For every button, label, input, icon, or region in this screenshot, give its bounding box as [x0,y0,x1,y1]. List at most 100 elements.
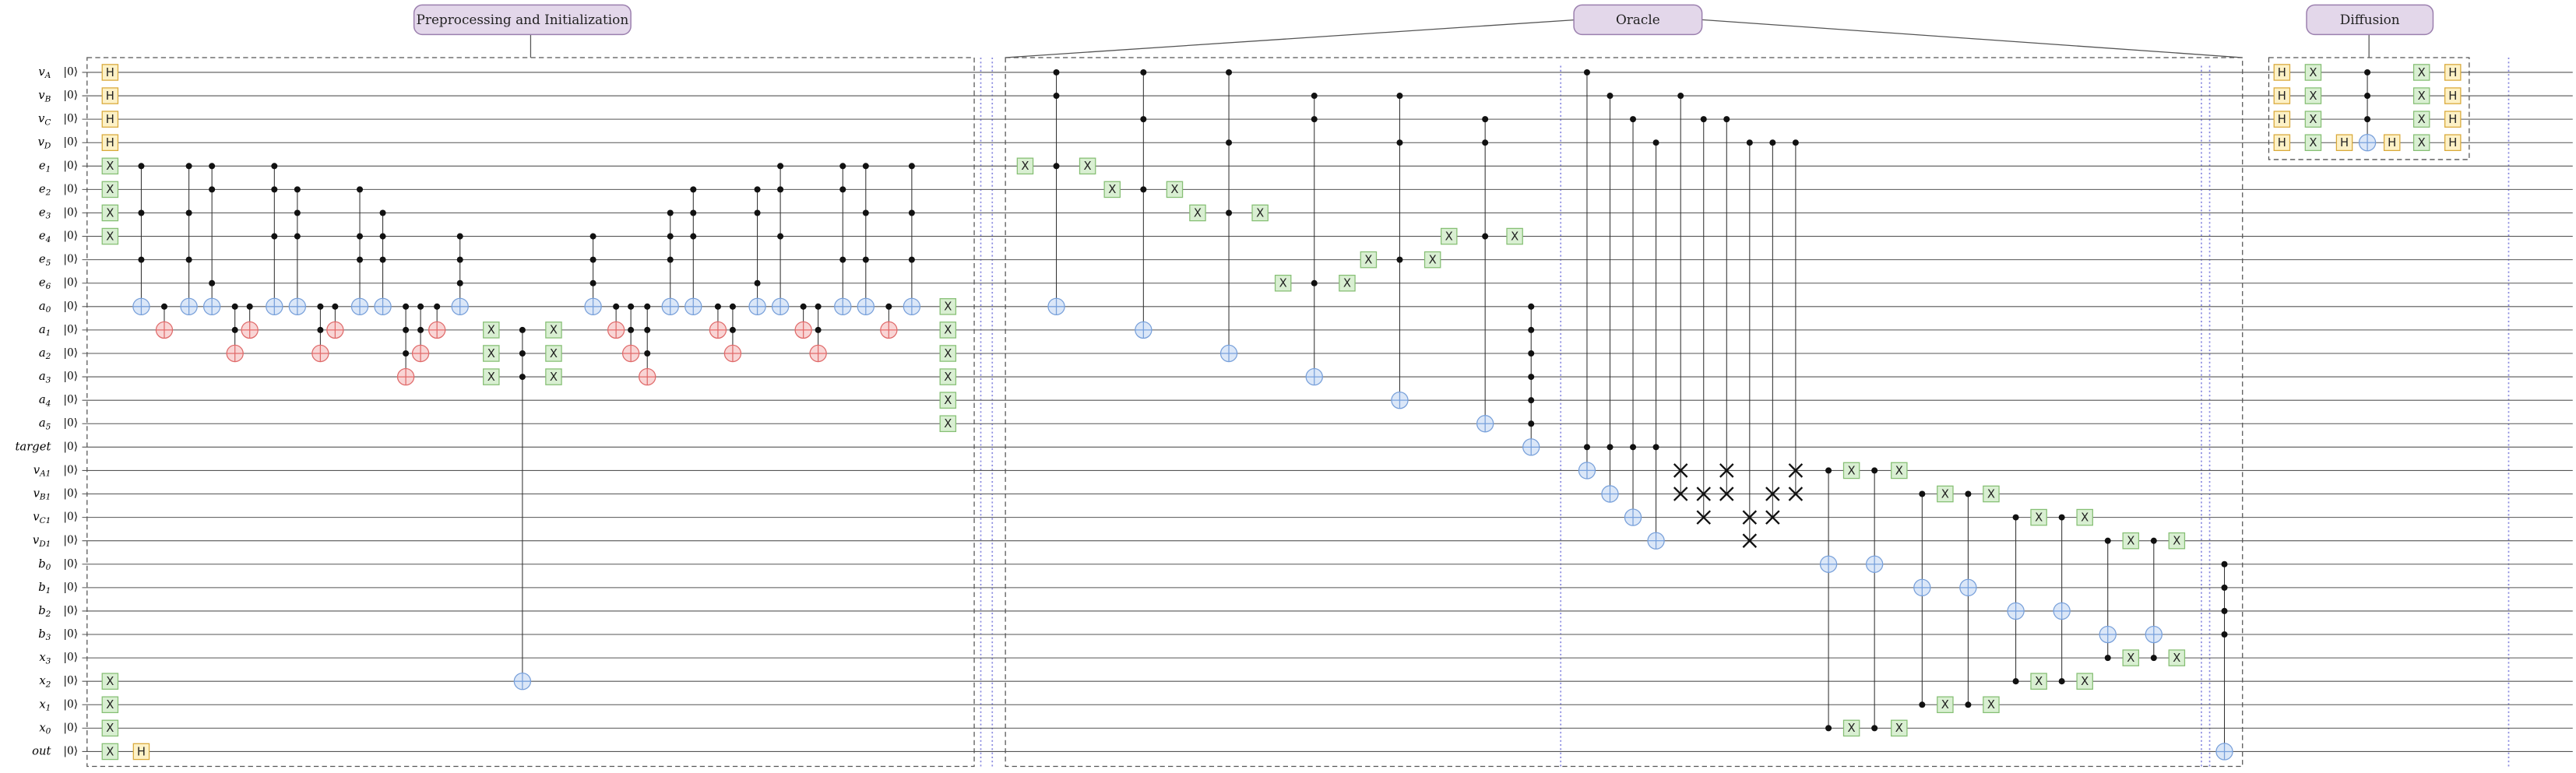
control-dot [1700,116,1707,123]
control-dot [1769,139,1776,146]
control-dot [777,233,784,240]
wire-name: a [39,346,46,360]
gate-label: H [2278,66,2286,79]
control-dot [209,163,216,170]
control-dot [2221,607,2228,614]
ket: |0⟩ [63,113,78,125]
hadamard-gate [101,111,119,128]
ket: |0⟩ [63,136,78,149]
control-dot [729,326,736,333]
wire-label: e6 [39,276,51,291]
gate-label: X [944,324,952,337]
gate-label: X [2173,535,2180,548]
x-gate [939,321,957,339]
wire-label: e5 [39,253,51,268]
control-dot [644,350,651,357]
wire-subscript: 3 [46,633,51,642]
section-connectors [530,19,2370,58]
control-dot [1528,350,1535,357]
hadamard-gate [2273,64,2291,81]
ket: |0⟩ [63,276,78,289]
x-gate [2412,134,2430,151]
x-gate [101,743,119,761]
wire-name: v [38,112,45,125]
gate-label: X [944,394,952,407]
hadamard-gate [2383,134,2401,151]
gate-label: H [2388,136,2396,149]
wire-subscript: 2 [45,610,51,619]
hadamard-gate [2444,64,2462,81]
wire-label: out [32,744,51,757]
gate-label: X [1021,160,1029,173]
x-gate [483,368,500,385]
ket: |0⟩ [63,253,78,265]
control-dot [1396,256,1403,263]
hadamard-gate [2444,87,2462,104]
wire-subscript: 1 [46,703,51,712]
gate-label: H [106,136,114,149]
gate-label: X [2081,511,2089,524]
gate-label: H [2340,136,2349,149]
header-box [413,4,632,36]
wire-name: v [33,487,40,500]
wire-label: e3 [39,206,51,220]
gate-label: X [1445,230,1453,243]
control-dot [1226,139,1233,146]
wire-label: a4 [39,393,51,408]
control-dot [1919,490,1926,497]
gate-label: X [1170,183,1178,196]
gate-label: X [106,230,114,243]
control-dot [908,163,915,170]
hadamard-gate [2444,111,2462,128]
gate-label: X [2035,511,2043,524]
control-dot [1630,116,1637,123]
control-dot [1482,139,1489,146]
gate-label: X [1848,722,1856,735]
x-gate [483,321,500,339]
wire-label: a2 [39,346,51,361]
control-dot [644,303,651,310]
control-dot [271,186,278,193]
control-dot [1746,139,1753,146]
control-dot [667,209,674,216]
gate-label: X [1084,160,1092,173]
gate-label: X [106,675,114,688]
wire-subscript: C1 [40,516,51,525]
ket: |0⟩ [63,464,78,476]
x-gate [1937,696,1954,714]
swap-mark [1765,510,1780,525]
wire-subscript: 1 [46,586,51,596]
control-dot [1396,93,1403,100]
x-gate [2122,649,2140,666]
gate-label: X [944,300,952,314]
control-dot [434,303,441,310]
wire-name: e [39,253,46,266]
gate-label: X [1343,277,1351,290]
control-dot [1528,420,1535,427]
gate-label: X [550,371,558,384]
control-dot [317,326,324,333]
control-dot [2364,93,2371,100]
control-dot [294,186,301,193]
control-dot [1140,69,1147,76]
gate-label: X [2035,675,2043,688]
wire-label: vD [38,135,51,150]
control-dot [1528,303,1535,310]
x-gate [545,321,562,339]
x-gate [101,204,119,222]
gate-label: X [1848,464,1856,477]
gate-label: X [2309,90,2317,103]
wire-name: b [38,557,45,571]
swap-mark [1673,463,1688,478]
x-gate [1423,251,1441,269]
x-gate [1983,696,2000,714]
control-dot [1630,444,1637,451]
control-dot [1311,116,1318,123]
control-dot [403,326,410,333]
ket: |0⟩ [63,417,78,430]
x-gate [939,368,957,385]
gate-label: H [2448,136,2457,149]
